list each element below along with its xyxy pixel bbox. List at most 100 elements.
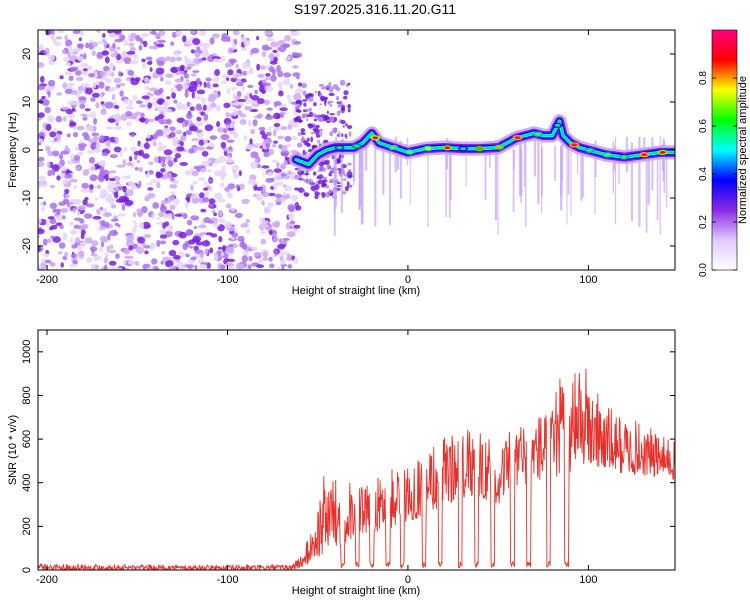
noise-blob — [339, 79, 346, 86]
noise-blob — [284, 185, 293, 192]
noise-blob — [196, 131, 204, 138]
x-tick-label: 0 — [405, 274, 411, 286]
noise-blob — [201, 240, 211, 247]
noise-blob — [67, 112, 75, 119]
noise-blob — [221, 73, 230, 79]
noise-blob — [138, 104, 147, 108]
noise-blob — [144, 250, 149, 255]
noise-blob — [256, 264, 265, 269]
ridge-peak — [353, 144, 360, 148]
noise-blob — [165, 158, 168, 163]
spectrogram-ridge — [289, 114, 675, 172]
noise-blob — [99, 235, 108, 243]
noise-blob — [71, 90, 78, 95]
noise-blob — [272, 143, 277, 148]
noise-blob — [108, 249, 116, 254]
noise-blob — [218, 155, 226, 163]
noise-blob — [103, 65, 110, 72]
noise-blob — [225, 246, 235, 254]
noise-blob — [161, 199, 169, 205]
noise-blob — [38, 85, 46, 91]
noise-blob — [85, 257, 93, 264]
noise-blob — [163, 213, 168, 219]
noise-blob — [174, 213, 183, 217]
noise-blob — [196, 103, 202, 108]
noise-blob — [218, 235, 223, 243]
noise-blob — [186, 101, 191, 107]
noise-blob — [220, 252, 225, 257]
noise-blob — [264, 30, 273, 36]
noise-blob — [135, 100, 143, 105]
noise-blob — [251, 95, 260, 101]
noise-blob — [196, 119, 203, 127]
noise-blob — [169, 56, 176, 63]
noise-blob — [104, 264, 108, 270]
noise-blob — [90, 264, 96, 270]
spectrogram-noise-cloud — [38, 30, 668, 270]
noise-blob — [69, 178, 78, 183]
noise-blob — [165, 260, 174, 268]
noise-blob — [114, 125, 123, 130]
noise-blob — [67, 52, 72, 58]
noise-blob — [74, 217, 82, 221]
noise-blob — [222, 245, 226, 253]
noise-blob — [98, 247, 104, 253]
noise-blob — [320, 129, 323, 136]
noise-blob — [316, 175, 319, 180]
noise-blob — [286, 231, 296, 238]
noise-blob — [160, 260, 164, 265]
noise-blob — [144, 85, 150, 91]
noise-blob — [306, 118, 309, 122]
noise-blob — [203, 113, 209, 121]
noise-blob — [244, 106, 249, 110]
noise-blob — [274, 198, 283, 203]
noise-blob — [141, 242, 146, 247]
noise-blob — [184, 91, 189, 98]
noise-blob — [329, 113, 335, 116]
noise-blob — [287, 264, 293, 269]
noise-blob — [178, 70, 185, 75]
noise-blob — [223, 102, 231, 109]
noise-blob — [274, 193, 283, 199]
noise-blob — [258, 85, 265, 93]
noise-blob — [89, 111, 97, 119]
noise-blob — [232, 73, 237, 79]
noise-blob — [229, 129, 237, 135]
noise-blob — [234, 212, 243, 218]
noise-blob — [226, 87, 231, 95]
noise-blob — [194, 264, 198, 270]
noise-blob — [148, 45, 157, 50]
noise-blob — [342, 170, 346, 175]
noise-blob — [114, 267, 123, 270]
noise-blob — [168, 249, 177, 257]
noise-blob — [272, 129, 277, 137]
noise-blob — [285, 222, 291, 230]
noise-blob — [99, 71, 108, 76]
noise-blob — [261, 147, 270, 153]
noise-blob — [47, 238, 52, 244]
noise-blob — [255, 194, 262, 197]
noise-blob — [160, 93, 164, 99]
noise-blob — [290, 30, 297, 33]
noise-blob — [196, 83, 201, 91]
noise-blob — [157, 141, 163, 146]
noise-blob — [295, 109, 300, 113]
noise-blob — [146, 92, 152, 96]
noise-blob — [243, 95, 249, 101]
noise-blob — [166, 96, 171, 100]
noise-blob — [91, 41, 98, 48]
noise-blob — [110, 218, 119, 222]
noise-blob — [69, 121, 77, 127]
noise-blob — [261, 133, 268, 140]
spectrogram-y-ticks: -20 -10 0 10 20 — [21, 48, 675, 254]
noise-blob — [64, 35, 68, 41]
noise-blob — [38, 245, 42, 252]
noise-blob — [225, 203, 232, 209]
noise-blob — [173, 99, 178, 104]
noise-blob — [294, 52, 303, 58]
noise-blob — [204, 191, 210, 197]
noise-blob — [107, 30, 114, 34]
spectrogram-y-label: Frequency (Hz) — [7, 112, 19, 188]
ridge-peak — [372, 136, 379, 140]
noise-blob — [99, 94, 104, 99]
